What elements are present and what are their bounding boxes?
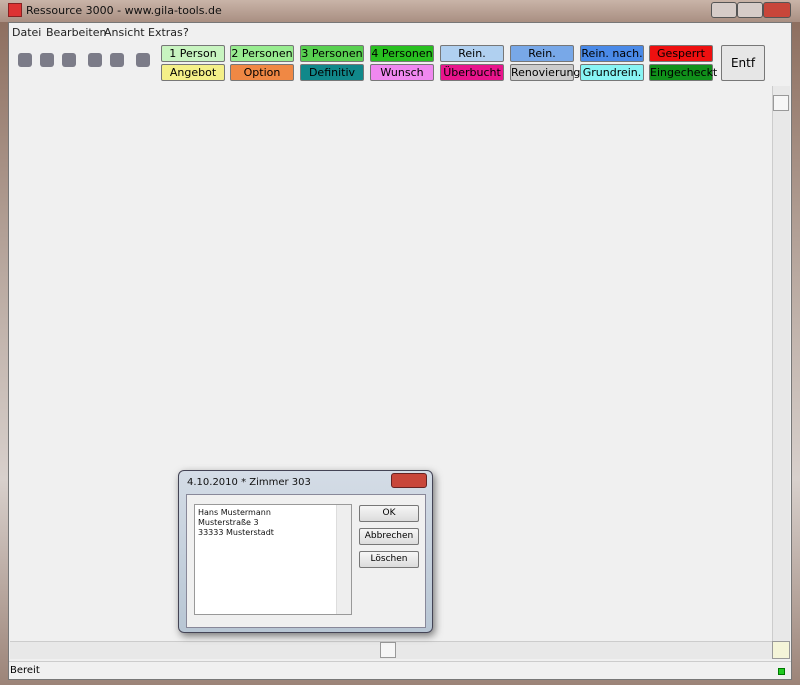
h-scroll-thumb[interactable] <box>380 642 396 658</box>
dialog-button[interactable]: Abbrechen <box>359 528 419 545</box>
legend-button[interactable]: 4 Personen <box>370 45 434 62</box>
legend-button[interactable]: Rein. nach. <box>580 45 644 62</box>
toolbar-icon[interactable] <box>110 53 124 67</box>
dialog-close[interactable] <box>391 473 427 488</box>
window-title: Ressource 3000 - www.gila-tools.de <box>26 4 222 17</box>
legend-button[interactable]: Überbucht <box>440 64 504 81</box>
menu-item[interactable]: Extras <box>148 26 183 39</box>
dialog-button[interactable]: OK <box>359 505 419 522</box>
legend-button[interactable]: Grundrein. <box>580 64 644 81</box>
toolbar-icon[interactable] <box>40 53 54 67</box>
address-line: Hans Mustermann <box>198 508 271 517</box>
title-bar <box>0 0 800 22</box>
dialog-title: 4.10.2010 * Zimmer 303 <box>187 477 311 488</box>
legend-button[interactable]: Rein. vorm. <box>440 45 504 75</box>
toolbar-icon[interactable] <box>88 53 102 67</box>
legend-button[interactable]: 3 Personen <box>300 45 364 62</box>
legend-button[interactable]: Rein. mittag <box>510 45 574 75</box>
legend-button[interactable]: Angebot <box>161 64 225 81</box>
toolbar-icon[interactable] <box>18 53 32 67</box>
close-button[interactable] <box>763 2 791 18</box>
legend-button[interactable]: Renovierung <box>510 64 581 81</box>
dialog-textarea[interactable]: Hans Mustermann Musterstraße 3 33333 Muste… <box>194 504 352 615</box>
app-icon <box>8 3 22 17</box>
status-text: Bereit <box>10 665 40 676</box>
textarea-scrollbar <box>336 505 351 614</box>
dialog-client: Hans Mustermann Musterstraße 3 33333 Muste… <box>186 494 426 628</box>
status-indicator <box>778 668 785 675</box>
legend-button[interactable]: Wunsch <box>370 64 434 81</box>
dialog-button[interactable]: Löschen <box>359 551 419 568</box>
legend-button[interactable]: 1 Person <box>161 45 225 62</box>
legend-button[interactable]: Gesperrt <box>649 45 713 62</box>
legend-button[interactable]: 2 Personen <box>230 45 294 62</box>
delete-button[interactable]: Entf <box>721 45 765 81</box>
dialog: 4.10.2010 * Zimmer 303 Hans Mustermann Mus… <box>178 470 433 633</box>
v-scroll-thumb[interactable] <box>773 95 789 111</box>
status-bar <box>9 661 791 679</box>
address-line: Musterstraße 3 <box>198 518 259 527</box>
legend-button[interactable]: Definitiv <box>300 64 364 81</box>
v-scrollbar <box>772 86 790 641</box>
menu-item[interactable]: Bearbeiten <box>46 26 107 39</box>
legend-button[interactable]: Eingecheckt <box>649 64 718 81</box>
maximize-button[interactable] <box>737 2 763 18</box>
legend-button[interactable]: Option <box>230 64 294 81</box>
menu-item[interactable]: Datei <box>12 26 42 39</box>
minimize-button[interactable] <box>711 2 737 18</box>
address-line: 33333 Musterstadt <box>198 528 274 537</box>
menu-item[interactable]: ? <box>183 26 189 39</box>
corner-box <box>772 641 790 659</box>
toolbar-icon[interactable] <box>62 53 76 67</box>
toolbar-icon[interactable] <box>136 53 150 67</box>
menu-item[interactable]: Ansicht <box>104 26 145 39</box>
